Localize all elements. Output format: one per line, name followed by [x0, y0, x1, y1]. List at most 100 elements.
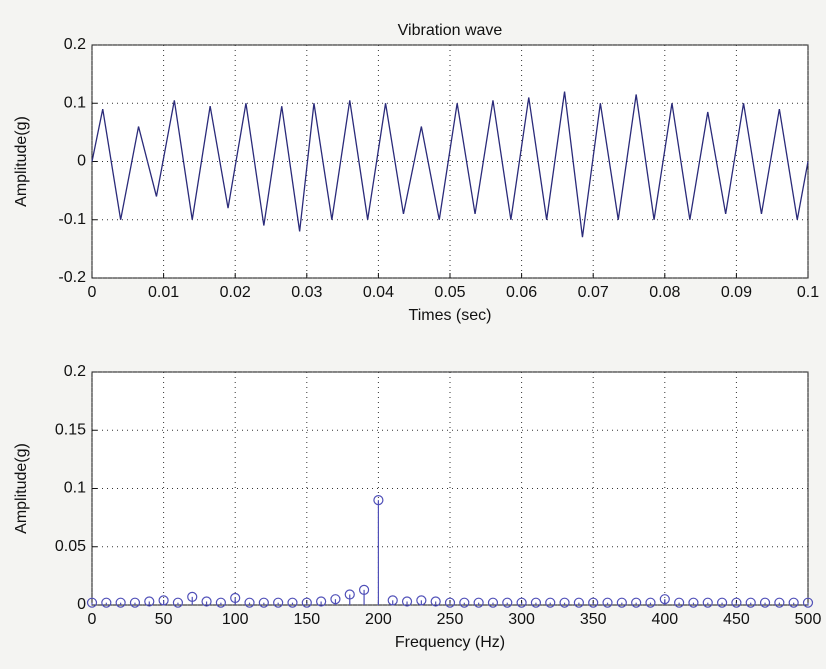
- stem: [258, 597, 269, 608]
- y-axis-label: Amplitude(g): [13, 443, 30, 534]
- stem-marker: [287, 597, 298, 608]
- stem: [273, 597, 284, 608]
- stem-marker: [301, 597, 312, 608]
- stem: [387, 595, 398, 606]
- stem-marker: [215, 597, 226, 608]
- x-tick-label: 0.08: [649, 284, 680, 301]
- stem-marker: [530, 597, 542, 608]
- stem: [244, 597, 255, 608]
- stem: [444, 597, 456, 608]
- stem-marker: [430, 596, 441, 607]
- chart-title: Vibration wave: [398, 22, 503, 39]
- stem-marker: [144, 596, 155, 607]
- stem: [545, 597, 556, 608]
- stem-marker: [473, 597, 484, 608]
- stem-marker: [759, 597, 771, 608]
- stem: [559, 597, 570, 608]
- stem: [573, 597, 584, 608]
- stem: [588, 597, 599, 608]
- stem-marker: [273, 597, 284, 608]
- axes-frame: [91, 371, 809, 606]
- stem: [230, 592, 241, 605]
- stem-marker: [187, 591, 198, 602]
- stem: [788, 597, 799, 608]
- stem: [487, 597, 499, 608]
- stem: [158, 595, 169, 606]
- stem-marker: [172, 597, 184, 608]
- stem-marker: [86, 597, 98, 608]
- stem: [473, 597, 484, 608]
- stem-marker: [616, 597, 627, 608]
- x-tick-label: 200: [365, 611, 392, 628]
- stem-marker: [702, 597, 713, 608]
- stem-marker: [344, 589, 355, 600]
- stem-marker: [158, 595, 169, 606]
- stem: [774, 597, 785, 608]
- stem: [373, 495, 384, 605]
- stem-marker: [659, 594, 670, 605]
- stem-marker: [731, 597, 742, 608]
- y-tick-label: 0.2: [64, 36, 86, 53]
- stem: [716, 597, 728, 608]
- stem-marker: [358, 584, 370, 595]
- y-tick-label: 0.05: [55, 538, 86, 555]
- stem-marker: [230, 592, 241, 604]
- stem: [459, 597, 470, 608]
- x-tick-label: 0.04: [363, 284, 394, 301]
- stem: [631, 597, 642, 608]
- stem: [688, 597, 699, 608]
- stem-marker: [316, 596, 327, 607]
- x-tick-label: 500: [795, 611, 822, 628]
- y-tick-label: 0.1: [64, 480, 86, 497]
- x-tick-label: 250: [437, 611, 464, 628]
- stem: [86, 597, 98, 608]
- stem: [172, 597, 184, 608]
- x-axis-label: Frequency (Hz): [395, 634, 505, 651]
- stem-marker: [745, 597, 756, 608]
- stem: [645, 597, 656, 608]
- stem: [101, 597, 112, 608]
- x-tick-label: 0.07: [578, 284, 609, 301]
- stem-marker: [716, 597, 728, 608]
- x-axis-label: Times (sec): [409, 307, 492, 324]
- y-tick-label: 0: [77, 153, 86, 170]
- stem-marker: [573, 597, 584, 608]
- stem-marker: [115, 597, 126, 608]
- stem: [215, 597, 226, 608]
- stem-marker: [487, 597, 499, 608]
- y-tick-label: -0.2: [58, 269, 86, 286]
- stem: [759, 597, 771, 608]
- stem: [287, 597, 298, 608]
- x-tick-label: 150: [293, 611, 320, 628]
- y-tick-label: 0.1: [64, 94, 86, 111]
- x-tick-label: 0.01: [148, 284, 179, 301]
- x-tick-label: 0.03: [291, 284, 322, 301]
- stem: [358, 584, 370, 605]
- stem-marker: [459, 597, 470, 608]
- x-tick-label: 100: [222, 611, 249, 628]
- stem: [201, 596, 212, 607]
- x-tick-label: 0: [88, 284, 97, 301]
- x-tick-label: 400: [651, 611, 678, 628]
- stem-marker: [373, 495, 384, 506]
- stem: [401, 596, 413, 607]
- stem-marker: [258, 597, 269, 608]
- stem-marker: [330, 594, 341, 605]
- stem: [516, 597, 527, 608]
- stem-marker: [588, 597, 599, 608]
- stem: [330, 594, 341, 605]
- stem-marker: [244, 597, 255, 608]
- stem: [316, 596, 327, 607]
- stem: [602, 597, 613, 608]
- x-tick-label: 0.1: [797, 284, 819, 301]
- stem: [731, 597, 742, 608]
- stem: [129, 597, 141, 608]
- stem: [144, 596, 155, 607]
- stem: [416, 595, 427, 606]
- stem-marker: [545, 597, 556, 608]
- axes-frame: [91, 44, 809, 279]
- stem-marker: [559, 597, 570, 608]
- y-axis-label: Amplitude(g): [13, 116, 30, 207]
- stem-marker: [602, 597, 613, 608]
- x-tick-label: 0.09: [721, 284, 752, 301]
